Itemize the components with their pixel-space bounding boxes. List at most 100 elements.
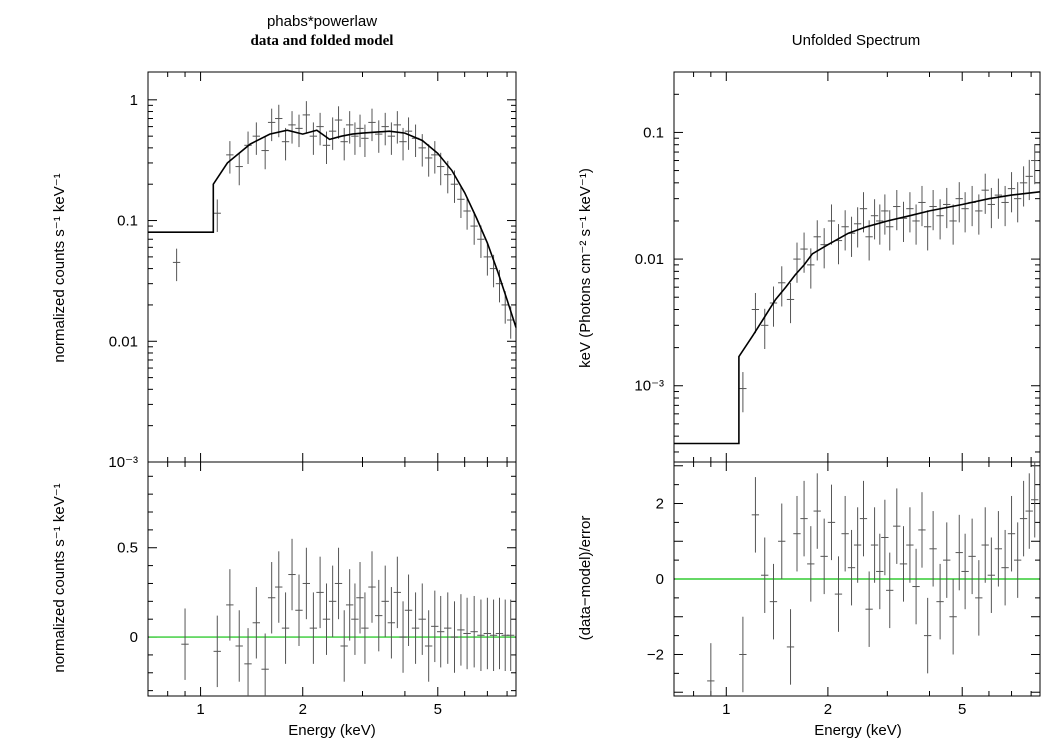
- right-top-data-point: [786, 282, 795, 324]
- right-top-data-point: [881, 194, 889, 235]
- right-top-data-point: [876, 204, 884, 245]
- left-top-y-tick-label: 1: [130, 92, 138, 109]
- right-top-data-point: [936, 199, 944, 240]
- right-top-data-point: [870, 199, 879, 240]
- left-top-data-point: [477, 225, 485, 258]
- left-bottom-data-point: [404, 574, 413, 646]
- right-bottom-data-point: [906, 507, 914, 583]
- left-bottom-data-point: [368, 551, 376, 623]
- left-bottom-data-point: [411, 592, 420, 664]
- right-top-data-point: [918, 185, 926, 227]
- right-top-y-axis-label: keV (Photons cm⁻² s⁻¹ keV⁻¹): [577, 168, 594, 368]
- right-bottom-data-point: [820, 518, 828, 595]
- left-top-model-line: [148, 129, 517, 328]
- right-bottom-data-point: [841, 495, 849, 572]
- left-bottom-data-point: [381, 565, 389, 638]
- right-bottom-data-point: [1001, 529, 1009, 606]
- right-top-panel: 0.1 0.01 10⁻³: [634, 71, 1041, 463]
- right-top-y-tick-label: 0.1: [643, 124, 664, 141]
- right-bottom-data-point: [1031, 462, 1039, 538]
- right-top-data-point: [961, 192, 969, 233]
- right-top-data-point: [1031, 144, 1039, 185]
- left-bottom-data-point: [450, 601, 459, 673]
- left-top-y-axis-label: normalized counts s⁻¹ keV⁻¹: [51, 173, 68, 362]
- right-bottom-data-point: [886, 552, 894, 629]
- left-bottom-data-point: [334, 547, 343, 620]
- left-top-data-point: [351, 122, 359, 155]
- right-bottom-data-point: [881, 499, 889, 576]
- right-top-data-point: [1001, 185, 1009, 227]
- left-bottom-data-point: [431, 590, 439, 663]
- left-top-y-tick-label: 0.1: [117, 213, 138, 230]
- right-top-data-point: [981, 173, 989, 214]
- right-top-data-point: [906, 192, 914, 233]
- left-bottom-data-point: [328, 565, 337, 638]
- right-bottom-data-point: [994, 511, 1003, 587]
- left-top-data-point: [483, 243, 492, 276]
- left-bottom-x-tick-label: 2: [299, 701, 307, 718]
- right-bottom-data-point: [778, 503, 786, 579]
- right-x-axis-label: Energy (keV): [814, 722, 902, 739]
- left-bottom-data-point: [252, 587, 260, 659]
- left-bottom-data-point: [261, 633, 269, 696]
- right-top-data-point: [912, 204, 920, 245]
- left-top-data-point: [267, 108, 276, 142]
- left-bottom-data-point: [295, 574, 303, 646]
- left-bottom-data-point: [267, 562, 276, 634]
- right-bottom-data-point: [800, 480, 808, 557]
- left-bottom-data-point: [375, 579, 383, 652]
- right-bottom-data-point: [968, 518, 976, 595]
- left-top-data-point: [316, 112, 324, 146]
- right-top-data-point: [886, 210, 894, 251]
- right-top-data-point: [847, 216, 856, 257]
- right-top-model-line: [674, 191, 1041, 445]
- right-bottom-data-point: [813, 473, 821, 549]
- left-bottom-data-point: [387, 587, 396, 659]
- left-top-data-point: [361, 124, 369, 158]
- left-bottom-data-point: [351, 583, 359, 655]
- left-bottom-data-point: [361, 592, 369, 664]
- left-bottom-data-point: [213, 615, 221, 688]
- right-bottom-data-point: [870, 507, 879, 583]
- left-bottom-data-point: [275, 551, 283, 623]
- right-top-data-point: [834, 224, 843, 265]
- left-top-data-point: [334, 106, 343, 139]
- right-bottom-data-point: [859, 480, 868, 557]
- left-bottom-data-point: [477, 599, 485, 671]
- left-bottom-y-axis-label: normalized counts s⁻¹ keV⁻¹: [51, 483, 68, 672]
- right-bottom-data-point: [899, 526, 908, 602]
- left-top-y-tick-label: 0.01: [109, 333, 138, 350]
- left-bottom-data-point: [418, 583, 426, 655]
- left-bottom-data-point: [288, 538, 296, 611]
- left-bottom-data-point: [483, 597, 492, 670]
- left-bottom-data-point: [316, 556, 324, 629]
- left-bottom-data-point: [489, 599, 498, 671]
- left-bottom-data-point: [506, 599, 515, 671]
- right-top-data-point: [751, 292, 760, 334]
- right-bottom-panel: 1 2 5 2 0 −2: [647, 461, 1041, 718]
- left-top-data-point: [457, 185, 465, 218]
- right-bottom-x-tick-label: 2: [824, 701, 832, 718]
- right-bottom-x-tick-label: 1: [722, 701, 730, 718]
- right-top-data-point: [793, 242, 801, 283]
- left-top-data-point: [213, 199, 221, 232]
- left-bottom-data-point: [424, 610, 433, 682]
- right-top-data-point: [807, 248, 815, 289]
- left-top-data-point: [431, 141, 439, 174]
- left-bottom-data-point: [322, 583, 331, 655]
- left-top-data-point: [261, 136, 269, 170]
- left-bottom-y-tick-label: 0: [130, 629, 138, 646]
- right-bottom-data-point: [1019, 480, 1028, 557]
- left-bottom-data-point: [281, 592, 290, 664]
- right-top-data-point: [1019, 166, 1028, 207]
- right-top-data-point: [899, 201, 908, 242]
- right-plot-title: Unfolded Spectrum: [792, 32, 920, 49]
- right-top-data-point: [1013, 182, 1022, 223]
- right-top-data-point: [923, 210, 932, 251]
- left-top-data-point: [302, 101, 311, 134]
- left-top-data-point: [470, 212, 478, 245]
- right-bottom-data-point: [751, 477, 760, 553]
- left-bottom-data-point: [340, 610, 348, 682]
- left-top-data-point: [393, 111, 401, 144]
- right-top-data-point: [859, 192, 868, 233]
